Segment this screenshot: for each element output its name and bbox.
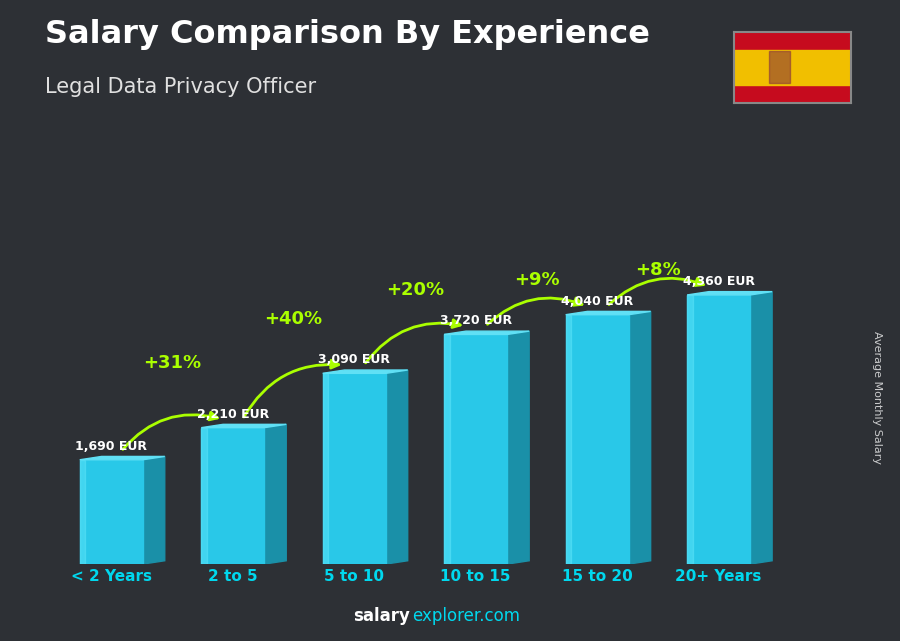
Text: +8%: +8%: [635, 261, 680, 279]
Bar: [323, 373, 328, 564]
Bar: [202, 428, 207, 564]
Polygon shape: [687, 292, 772, 295]
Text: Salary Comparison By Experience: Salary Comparison By Experience: [45, 19, 650, 50]
Text: Average Monthly Salary: Average Monthly Salary: [872, 331, 883, 464]
Polygon shape: [508, 331, 529, 564]
Bar: [80, 460, 143, 564]
Text: 4,040 EUR: 4,040 EUR: [561, 295, 634, 308]
Polygon shape: [386, 370, 408, 564]
Bar: [565, 315, 629, 564]
Bar: [323, 373, 386, 564]
Bar: [687, 295, 693, 564]
Text: +40%: +40%: [265, 310, 322, 328]
Bar: [734, 32, 850, 50]
Bar: [444, 335, 450, 564]
Bar: [565, 315, 572, 564]
Text: 4,360 EUR: 4,360 EUR: [683, 275, 755, 288]
Bar: [444, 335, 508, 564]
Text: 1,690 EUR: 1,690 EUR: [76, 440, 148, 453]
Text: 2,210 EUR: 2,210 EUR: [197, 408, 269, 420]
Bar: [202, 428, 265, 564]
Text: 3,720 EUR: 3,720 EUR: [440, 315, 512, 328]
Polygon shape: [444, 331, 529, 335]
Text: +31%: +31%: [143, 354, 201, 372]
Polygon shape: [629, 312, 651, 564]
Polygon shape: [265, 424, 286, 564]
Text: +9%: +9%: [514, 271, 559, 289]
Text: explorer.com: explorer.com: [412, 607, 520, 625]
Bar: [734, 50, 850, 85]
Polygon shape: [143, 456, 165, 564]
Text: Legal Data Privacy Officer: Legal Data Privacy Officer: [45, 77, 316, 97]
Polygon shape: [80, 456, 165, 460]
Text: salary: salary: [353, 607, 410, 625]
Polygon shape: [565, 312, 651, 315]
Polygon shape: [751, 292, 772, 564]
Text: 3,090 EUR: 3,090 EUR: [319, 353, 391, 366]
Polygon shape: [202, 424, 286, 428]
Bar: [80, 460, 86, 564]
Bar: [769, 51, 790, 83]
Text: +20%: +20%: [386, 281, 444, 299]
Bar: [734, 85, 850, 103]
Bar: [687, 295, 751, 564]
Polygon shape: [323, 370, 408, 373]
